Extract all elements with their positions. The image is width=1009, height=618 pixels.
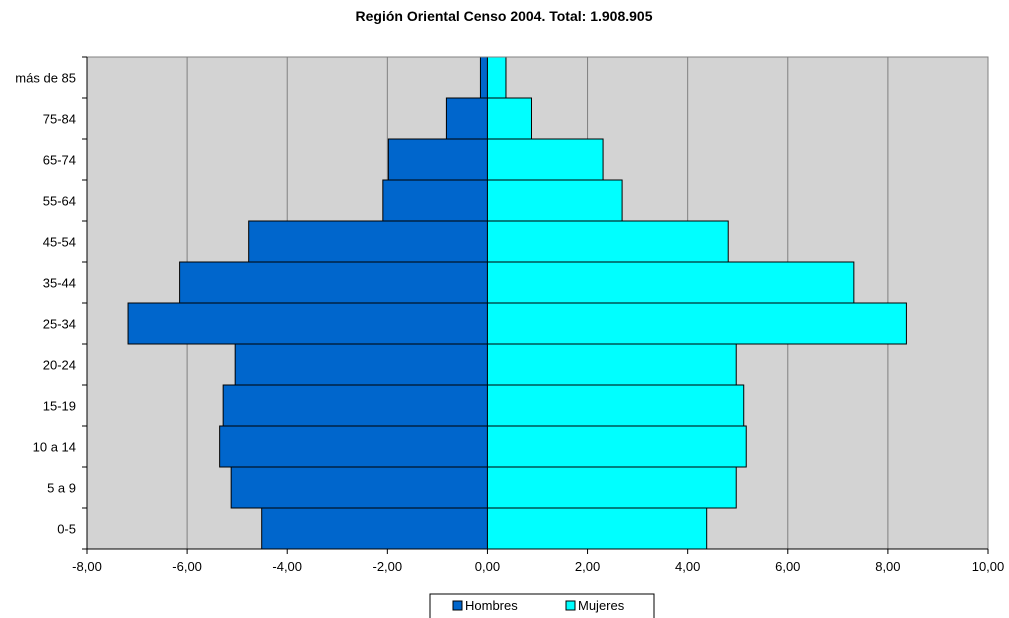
y-tick-label: 5 a 9	[47, 481, 76, 496]
bar-mujeres-2	[486, 425, 747, 468]
y-tick-label: más de 85	[15, 71, 76, 86]
x-tick-label: 8,00	[875, 559, 900, 574]
bar-hombres-2	[219, 425, 488, 468]
x-tick-label: 6,00	[775, 559, 800, 574]
chart-title: Región Oriental Censo 2004. Total: 1.908…	[356, 8, 653, 24]
y-tick-label: 65-74	[43, 153, 76, 168]
bar-mujeres-0	[486, 507, 708, 550]
x-tick-label: -8,00	[72, 559, 102, 574]
bar-mujeres-6	[486, 261, 855, 304]
legend: Hombres Mujeres	[429, 593, 655, 618]
x-tick-label: -4,00	[272, 559, 302, 574]
bar-mujeres-9	[486, 138, 604, 181]
legend-swatch-mujeres	[565, 600, 576, 611]
x-tick-label: 10,00	[972, 559, 1005, 574]
y-tick-label: 25-34	[43, 317, 76, 332]
bar-mujeres-1	[486, 466, 737, 509]
bar-mujeres-5	[486, 302, 907, 345]
legend-box	[429, 593, 655, 618]
bar-hombres-3	[222, 384, 488, 427]
y-tick-label: 15-19	[43, 399, 76, 414]
y-tick-label: 10 a 14	[33, 440, 76, 455]
x-tick-label: 2,00	[575, 559, 600, 574]
legend-swatch-hombres	[452, 600, 463, 611]
bar-hombres-6	[179, 261, 488, 304]
legend-label-mujeres: Mujeres	[578, 598, 625, 613]
bar-hombres-5	[127, 302, 488, 345]
y-tick-label: 75-84	[43, 112, 76, 127]
bar-hombres-9	[387, 138, 488, 181]
y-tick-label: 0-5	[57, 522, 76, 537]
bar-hombres-11	[479, 56, 488, 99]
x-tick-label: -6,00	[172, 559, 202, 574]
y-tick-label: 55-64	[43, 194, 76, 209]
bar-mujeres-4	[486, 343, 737, 386]
bar-hombres-10	[445, 97, 488, 140]
bar-hombres-1	[230, 466, 488, 509]
bar-hombres-8	[382, 179, 488, 222]
bar-mujeres-8	[486, 179, 623, 222]
bar-mujeres-10	[486, 97, 532, 140]
bar-mujeres-11	[486, 56, 507, 99]
legend-label-hombres: Hombres	[465, 598, 518, 613]
x-tick-label: 4,00	[675, 559, 700, 574]
x-tick-label: 0,00	[475, 559, 500, 574]
bar-mujeres-7	[486, 220, 729, 263]
bar-hombres-0	[261, 507, 488, 550]
bar-hombres-4	[234, 343, 488, 386]
bar-hombres-7	[248, 220, 488, 263]
y-tick-label: 20-24	[43, 358, 76, 373]
y-tick-label: 35-44	[43, 276, 76, 291]
x-tick-label: -2,00	[373, 559, 403, 574]
y-tick-label: 45-54	[43, 235, 76, 250]
bar-mujeres-3	[486, 384, 745, 427]
